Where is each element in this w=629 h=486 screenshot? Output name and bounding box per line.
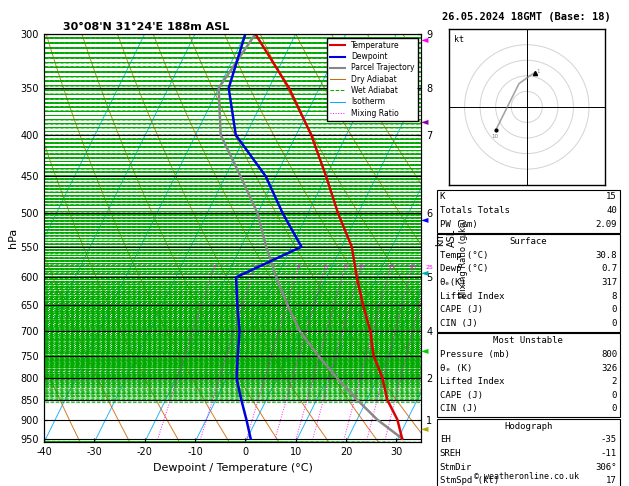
Text: 10: 10 <box>491 134 498 139</box>
Text: Totals Totals: Totals Totals <box>440 206 509 215</box>
Text: ◄: ◄ <box>421 34 428 44</box>
X-axis label: Dewpoint / Temperature (°C): Dewpoint / Temperature (°C) <box>153 463 313 473</box>
Text: 2: 2 <box>611 377 617 386</box>
Text: θₑ (K): θₑ (K) <box>440 364 472 373</box>
Text: Pressure (mb): Pressure (mb) <box>440 350 509 359</box>
Text: 0: 0 <box>611 391 617 400</box>
Text: 800: 800 <box>601 350 617 359</box>
Text: 2.09: 2.09 <box>596 220 617 229</box>
Text: 317: 317 <box>601 278 617 287</box>
Text: StmSpd (kt): StmSpd (kt) <box>440 476 499 486</box>
Text: ◄: ◄ <box>421 214 428 224</box>
Text: CAPE (J): CAPE (J) <box>440 391 482 400</box>
Y-axis label: hPa: hPa <box>8 228 18 248</box>
Text: 306°: 306° <box>596 463 617 472</box>
Text: 0.7: 0.7 <box>601 264 617 274</box>
Text: -35: -35 <box>601 435 617 445</box>
Text: kt: kt <box>454 35 464 44</box>
Text: Surface: Surface <box>509 237 547 246</box>
Text: 15: 15 <box>606 192 617 202</box>
Text: 20: 20 <box>409 265 416 270</box>
Text: -11: -11 <box>601 449 617 458</box>
Text: 4: 4 <box>297 265 301 270</box>
Text: ◄: ◄ <box>421 267 428 277</box>
Text: Dewp (°C): Dewp (°C) <box>440 264 488 274</box>
Text: Lifted Index: Lifted Index <box>440 292 504 301</box>
Text: © weatheronline.co.uk: © weatheronline.co.uk <box>474 472 579 481</box>
Legend: Temperature, Dewpoint, Parcel Trajectory, Dry Adiabat, Wet Adiabat, Isotherm, Mi: Temperature, Dewpoint, Parcel Trajectory… <box>326 38 418 121</box>
Text: ◄: ◄ <box>421 345 428 355</box>
Text: 15: 15 <box>387 265 395 270</box>
Text: 1: 1 <box>213 265 216 270</box>
Text: SREH: SREH <box>440 449 461 458</box>
Text: Temp (°C): Temp (°C) <box>440 251 488 260</box>
Text: Lifted Index: Lifted Index <box>440 377 504 386</box>
Text: Most Unstable: Most Unstable <box>493 336 564 346</box>
Text: 326: 326 <box>601 364 617 373</box>
Text: 30.8: 30.8 <box>596 251 617 260</box>
Text: 40: 40 <box>606 206 617 215</box>
Text: θₑ(K): θₑ(K) <box>440 278 467 287</box>
Text: 30°08'N 31°24'E 188m ASL: 30°08'N 31°24'E 188m ASL <box>63 22 229 32</box>
Text: 17: 17 <box>606 476 617 486</box>
Text: Hodograph: Hodograph <box>504 422 552 431</box>
Text: StmDir: StmDir <box>440 463 472 472</box>
Text: 26.05.2024 18GMT (Base: 18): 26.05.2024 18GMT (Base: 18) <box>442 12 611 22</box>
Text: 0: 0 <box>611 404 617 414</box>
Text: Mixing Ratio (g/kg): Mixing Ratio (g/kg) <box>459 219 468 298</box>
Y-axis label: km
ASL: km ASL <box>435 229 457 247</box>
Text: 0: 0 <box>611 319 617 328</box>
Text: PW (cm): PW (cm) <box>440 220 477 229</box>
Text: 8: 8 <box>343 265 347 270</box>
Text: 2: 2 <box>253 265 257 270</box>
Text: K: K <box>440 192 445 202</box>
Text: 10: 10 <box>357 265 365 270</box>
Text: ◄: ◄ <box>421 423 428 433</box>
Text: CIN (J): CIN (J) <box>440 404 477 414</box>
Text: 0: 0 <box>611 305 617 314</box>
Text: 1: 1 <box>536 69 540 74</box>
Text: CAPE (J): CAPE (J) <box>440 305 482 314</box>
Text: EH: EH <box>440 435 450 445</box>
Text: CIN (J): CIN (J) <box>440 319 477 328</box>
Text: 6: 6 <box>324 265 328 270</box>
Text: 25: 25 <box>426 265 434 270</box>
Text: 8: 8 <box>611 292 617 301</box>
Text: ◄: ◄ <box>421 117 428 126</box>
